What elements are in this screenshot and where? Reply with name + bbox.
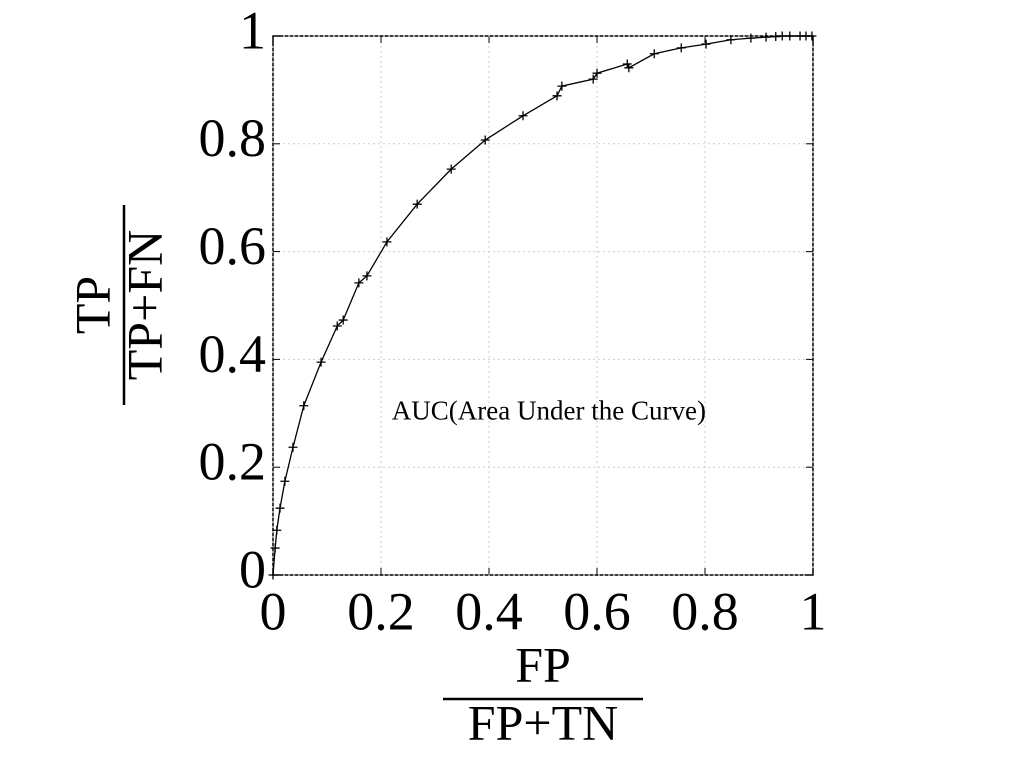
x-tick-label: 0.6	[563, 581, 631, 641]
marker	[807, 31, 817, 41]
plot-frame	[272, 35, 814, 576]
marker	[701, 39, 711, 49]
marker	[785, 31, 795, 41]
marker	[676, 43, 686, 53]
marker	[624, 63, 634, 73]
marker	[446, 164, 456, 174]
roc-line	[272, 35, 812, 576]
x-tick-label: 0	[260, 581, 287, 641]
marker	[726, 35, 736, 45]
marker	[557, 81, 567, 91]
marker	[382, 237, 392, 247]
marker	[588, 74, 598, 84]
x-label-numerator: FP	[515, 636, 571, 692]
marker	[268, 570, 278, 580]
y-tick-label: 0.2	[199, 432, 267, 492]
y-label: TP TP+FN	[64, 205, 172, 405]
x-tick-label: 0.8	[671, 581, 739, 641]
marker	[552, 91, 562, 101]
marker	[746, 33, 756, 43]
marker	[299, 401, 309, 411]
x-label-denominator: FP+TN	[468, 694, 618, 750]
marker	[272, 525, 282, 535]
x-tick-label: 0.2	[347, 581, 415, 641]
y-tick-label: 0.4	[199, 324, 267, 384]
marker	[280, 476, 290, 486]
marker	[275, 503, 285, 513]
marker	[412, 199, 422, 209]
marker	[622, 59, 632, 69]
marker	[316, 357, 326, 367]
marker	[338, 315, 348, 325]
y-label-denominator: TP+FN	[116, 230, 172, 380]
marker	[777, 31, 787, 41]
marker	[761, 32, 771, 42]
marker	[288, 442, 298, 452]
x-tick-label: 0.4	[455, 581, 523, 641]
marker	[362, 271, 372, 281]
marker	[270, 543, 280, 553]
marker	[649, 49, 659, 59]
y-label-numerator: TP	[64, 276, 120, 334]
x-tick-label: 1	[800, 581, 827, 641]
marker	[354, 278, 364, 288]
y-tick-label: 0	[239, 539, 266, 599]
marker	[518, 111, 528, 121]
y-tick-label: 1	[239, 0, 266, 60]
marker	[480, 135, 490, 145]
annotation: AUC(Area Under the Curve)	[392, 396, 706, 426]
y-tick-label: 0.8	[199, 108, 267, 168]
y-tick-label: 0.6	[199, 216, 267, 276]
marker	[332, 321, 342, 331]
marker	[592, 68, 602, 78]
